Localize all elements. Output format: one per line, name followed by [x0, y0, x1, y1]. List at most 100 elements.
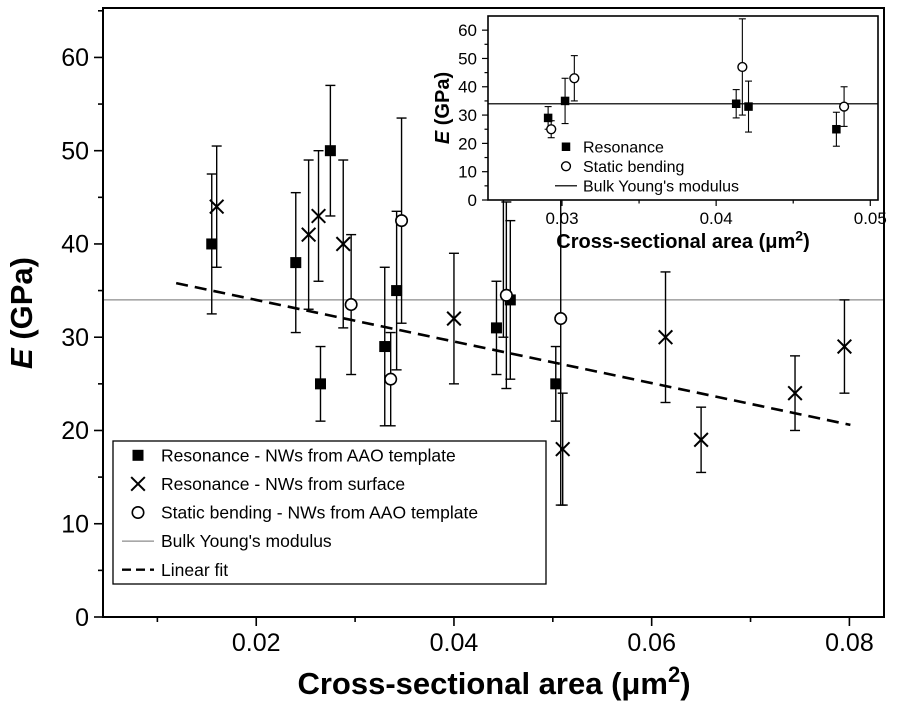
inset-plot-area	[488, 16, 878, 200]
inset-x-tick-label: 0.05	[854, 209, 887, 228]
circle-marker	[546, 124, 557, 135]
data-point	[446, 252, 462, 385]
circle-marker	[499, 288, 513, 302]
legend-entry: Linear fit	[122, 560, 228, 580]
legend-entry: Resonance - NWs from AAO template	[132, 445, 456, 465]
data-point	[310, 149, 327, 282]
inset-y-tick-label: 60	[458, 21, 477, 40]
square-marker	[561, 142, 571, 151]
legend-label: Bulk Young's modulus	[161, 531, 332, 551]
inset-x-axis-title: Cross-sectional area (μm2)	[556, 227, 809, 253]
circle-marker	[737, 61, 748, 73]
data-point	[344, 233, 358, 376]
main-y-tick-label: 0	[75, 604, 89, 632]
square-marker	[132, 449, 144, 461]
x-marker	[301, 227, 317, 243]
data-point	[324, 84, 336, 217]
square-marker	[206, 238, 218, 250]
inset-y-tick-label: 0	[468, 191, 477, 210]
data-point	[314, 345, 326, 422]
circle-marker	[344, 298, 358, 312]
circle-marker	[838, 101, 850, 112]
x-marker	[209, 199, 225, 215]
x-marker	[335, 236, 351, 252]
data-point	[209, 145, 225, 268]
circle-marker	[554, 312, 568, 326]
main-x-tick-label: 0.06	[627, 629, 676, 657]
legend-label: Resonance - NWs from AAO template	[161, 445, 456, 465]
data-point	[737, 18, 748, 116]
inset-y-tick-label: 40	[458, 78, 477, 97]
square-marker	[560, 96, 570, 106]
data-point	[384, 331, 398, 427]
main-x-tick-label: 0.02	[232, 629, 281, 657]
inset-y-tick-label: 20	[458, 134, 477, 153]
data-point	[838, 86, 850, 127]
legend-label: Linear fit	[161, 560, 228, 580]
inset-y-tick-label: 30	[458, 106, 477, 125]
data-point	[787, 355, 803, 432]
data-point	[569, 55, 580, 102]
main-y-tick-label: 30	[61, 324, 89, 352]
legend-entry: Static bending - NWs from AAO template	[131, 503, 478, 523]
data-point	[335, 159, 351, 329]
inset-series-filled-square	[543, 77, 841, 147]
data-point	[395, 117, 409, 324]
main-y-axis-title: E (GPa)	[4, 257, 39, 369]
x-marker	[693, 432, 709, 448]
main-y-tick-label: 60	[61, 44, 89, 72]
main-x-tick-label: 0.08	[825, 629, 874, 657]
linear-fit-line	[175, 281, 851, 427]
inset-x-tick-label: 0.04	[700, 209, 733, 228]
inset-y-tick-label: 10	[458, 163, 477, 182]
data-point	[560, 77, 570, 125]
legend-entry: Bulk Young's modulus	[555, 178, 739, 195]
square-marker	[314, 378, 326, 390]
inset-legend: Resonance Static bending Bulk Young's modu…	[555, 139, 739, 195]
x-marker	[130, 476, 146, 492]
x-marker	[446, 311, 462, 327]
data-point	[693, 406, 709, 474]
circle-marker	[569, 73, 580, 84]
circle-marker	[395, 214, 409, 228]
data-point	[836, 299, 852, 394]
main-legend-box	[112, 440, 547, 585]
data-point	[546, 120, 557, 139]
main-legend: Resonance - NWs from AAO template Resonan…	[112, 440, 547, 585]
data-point	[550, 345, 562, 422]
circle-marker	[560, 161, 572, 172]
data-point	[744, 80, 753, 133]
x-marker	[657, 329, 674, 345]
legend-entry: Bulk Young's modulus	[122, 531, 332, 551]
main-y-tick-label: 50	[61, 137, 89, 165]
main-plot-border	[102, 7, 885, 618]
data-point	[206, 173, 218, 315]
square-marker	[744, 102, 753, 111]
data-point	[301, 159, 317, 310]
square-marker	[490, 322, 502, 334]
x-marker	[787, 385, 803, 401]
legend-entry: Resonance - NWs from surface	[130, 474, 405, 494]
data-point	[555, 392, 571, 506]
main-x-axis-title: Cross-sectional area (μm2)	[297, 662, 690, 701]
circle-marker	[384, 372, 398, 386]
x-marker	[555, 441, 571, 457]
circle-marker	[131, 505, 145, 520]
inset-y-tick-label: 50	[458, 49, 477, 68]
inset-y-axis-title: E (GPa)	[432, 72, 454, 144]
x-marker	[836, 339, 852, 355]
inset-series-open-circle	[546, 18, 850, 139]
data-point	[499, 201, 513, 390]
data-point	[490, 280, 502, 376]
data-point	[290, 191, 302, 334]
square-marker	[324, 145, 336, 157]
inset-plot-border	[487, 15, 879, 201]
main-x-tick-label: 0.04	[430, 629, 479, 657]
x-marker	[310, 208, 327, 224]
legend-label: Resonance - NWs from surface	[161, 474, 405, 494]
legend-label: Resonance	[583, 139, 664, 156]
square-marker	[550, 378, 562, 390]
data-point	[657, 271, 674, 404]
